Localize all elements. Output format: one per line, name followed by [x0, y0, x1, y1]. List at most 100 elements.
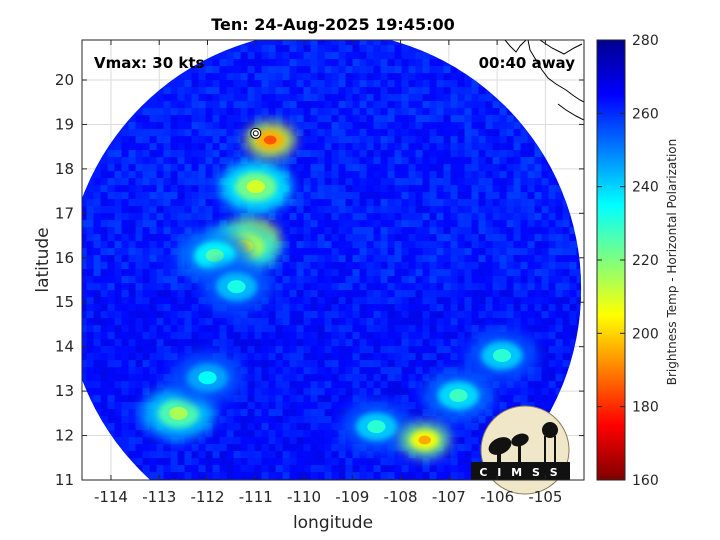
- swath-pixel: [128, 388, 136, 396]
- swath-pixel: [429, 199, 437, 207]
- swath-pixel: [135, 451, 143, 459]
- swath-pixel: [394, 59, 402, 67]
- swath-pixel: [296, 199, 304, 207]
- swath-pixel: [394, 122, 402, 130]
- swath-pixel: [324, 255, 332, 263]
- swath-pixel: [345, 325, 353, 333]
- swath-pixel: [541, 220, 549, 228]
- swath-pixel: [93, 192, 101, 200]
- swath-pixel: [492, 227, 500, 235]
- swath-pixel: [296, 423, 304, 431]
- swath-pixel: [534, 143, 542, 151]
- swath-pixel: [429, 416, 437, 424]
- swath-pixel: [443, 311, 451, 319]
- swath-pixel: [156, 122, 164, 130]
- swath-pixel: [324, 122, 332, 130]
- swath-pixel: [380, 346, 388, 354]
- swath-pixel: [380, 311, 388, 319]
- swath-pixel: [394, 129, 402, 137]
- swath-pixel: [430, 514, 437, 521]
- swath-pixel: [100, 255, 108, 263]
- swath-pixel: [324, 332, 332, 340]
- swath-pixel: [366, 339, 374, 347]
- swath-pixel: [338, 255, 346, 263]
- swath-pixel: [457, 297, 465, 305]
- swath-pixel: [289, 402, 297, 410]
- swath-pixel: [359, 171, 367, 179]
- swath-pixel: [254, 318, 262, 326]
- swath-pixel: [415, 339, 423, 347]
- swath-pixel: [269, 528, 276, 535]
- swath-pixel: [331, 227, 339, 235]
- swath-pixel: [352, 94, 360, 102]
- swath-pixel: [401, 220, 409, 228]
- swath-pixel: [282, 234, 290, 242]
- feature-core: [418, 435, 432, 445]
- swath-pixel: [82, 276, 87, 284]
- swath-pixel: [317, 395, 325, 403]
- swath-pixel: [282, 332, 290, 340]
- swath-pixel: [401, 52, 409, 60]
- swath-pixel: [471, 80, 479, 88]
- swath-pixel: [395, 507, 402, 514]
- swath-pixel: [86, 339, 94, 347]
- swath-pixel: [226, 325, 234, 333]
- swath-pixel: [373, 248, 381, 256]
- swath-pixel: [478, 108, 486, 116]
- swath-pixel: [219, 416, 227, 424]
- swath-pixel: [331, 213, 339, 221]
- swath-pixel: [541, 346, 549, 354]
- swath-pixel: [387, 59, 395, 67]
- swath-pixel: [471, 143, 479, 151]
- swath-pixel: [303, 199, 311, 207]
- swath-pixel: [555, 374, 563, 382]
- swath-pixel: [464, 437, 472, 445]
- swath-pixel: [114, 360, 122, 368]
- swath-pixel: [247, 409, 255, 417]
- swath-pixel: [268, 108, 276, 116]
- swath-pixel: [366, 171, 374, 179]
- swath-pixel: [227, 486, 234, 493]
- swath-pixel: [275, 40, 283, 46]
- swath-pixel: [345, 332, 353, 340]
- swath-pixel: [576, 283, 582, 291]
- swath-pixel: [555, 262, 563, 270]
- swath-pixel: [352, 136, 360, 144]
- swath-pixel: [513, 178, 521, 186]
- swath-pixel: [254, 66, 262, 74]
- swath-pixel: [82, 346, 87, 354]
- swath-pixel: [289, 269, 297, 277]
- swath-pixel: [205, 339, 213, 347]
- swath-pixel: [394, 388, 402, 396]
- swath-pixel: [317, 444, 325, 452]
- swath-pixel: [422, 248, 430, 256]
- swath-pixel: [541, 402, 549, 410]
- swath-pixel: [415, 332, 423, 340]
- swath-pixel: [429, 143, 437, 151]
- swath-pixel: [317, 136, 325, 144]
- swath-pixel: [499, 129, 507, 137]
- swath-pixel: [226, 451, 234, 459]
- swath-pixel: [366, 451, 374, 459]
- swath-pixel: [156, 367, 164, 375]
- swath-pixel: [380, 465, 388, 473]
- swath-pixel: [317, 101, 325, 109]
- swath-pixel: [254, 395, 262, 403]
- swath-pixel: [569, 227, 577, 235]
- swath-pixel: [114, 171, 122, 179]
- swath-pixel: [443, 339, 451, 347]
- swath-pixel: [282, 45, 290, 53]
- swath-pixel: [268, 416, 276, 424]
- swath-pixel: [555, 220, 563, 228]
- swath-pixel: [303, 472, 311, 480]
- swath-pixel: [394, 94, 402, 102]
- swath-pixel: [289, 346, 297, 354]
- swath-pixel: [359, 248, 367, 256]
- swath-pixel: [142, 213, 150, 221]
- swath-pixel: [436, 472, 444, 480]
- swath-pixel: [345, 283, 353, 291]
- swath-pixel: [149, 227, 157, 235]
- swath-pixel: [142, 332, 150, 340]
- swath-pixel: [331, 52, 339, 60]
- swath-pixel: [324, 346, 332, 354]
